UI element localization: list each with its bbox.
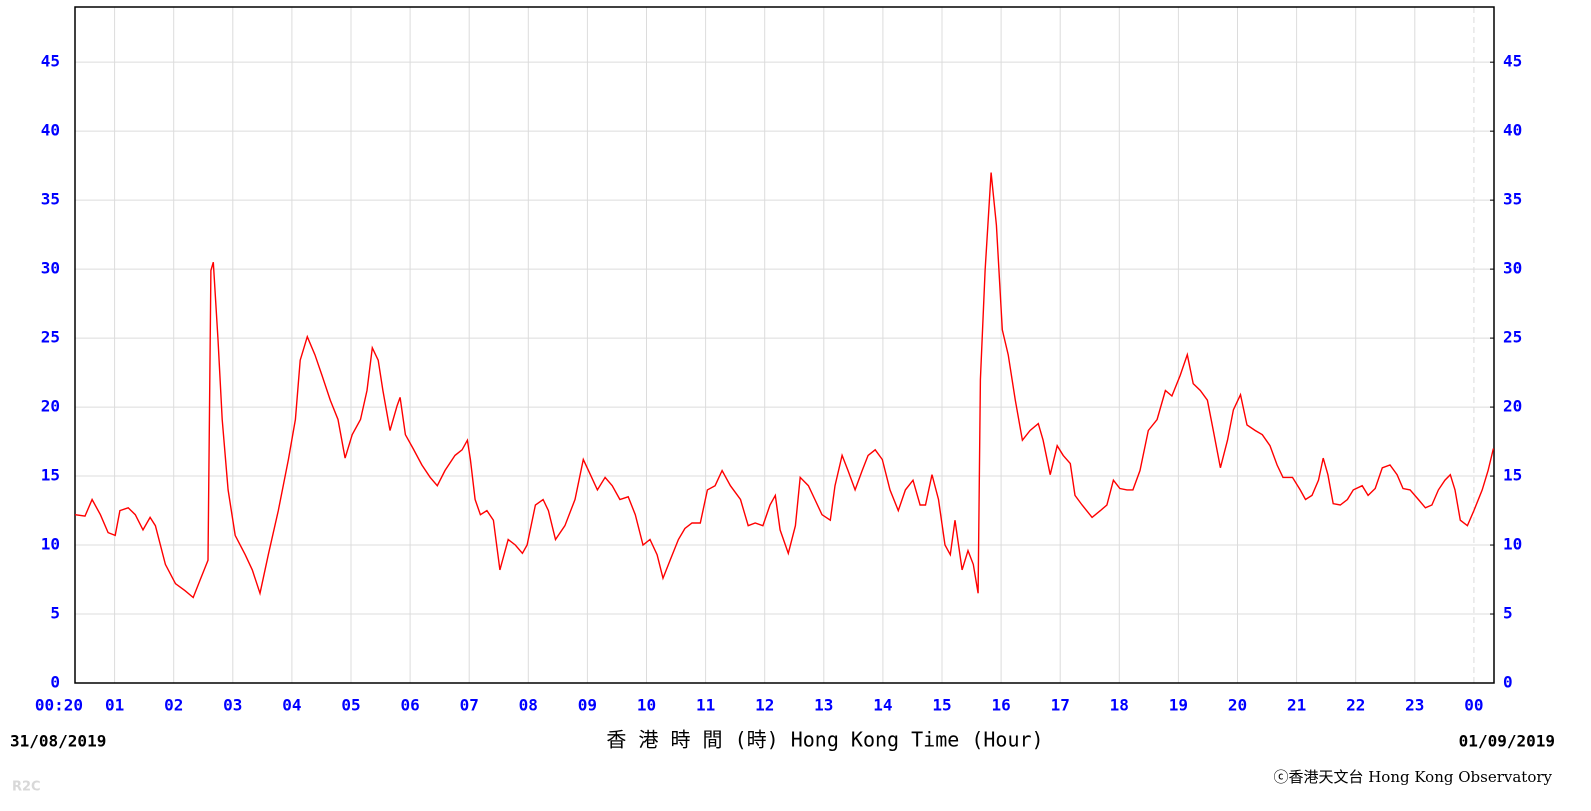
y2-tick-label: 0: [1503, 673, 1513, 692]
y2-tick-label: 10: [1503, 535, 1522, 554]
y2-tick-label: 5: [1503, 604, 1513, 623]
y2-tick-label: 45: [1503, 52, 1522, 71]
x-tick-label: 15: [932, 696, 951, 715]
y-tick-label: 45: [41, 52, 60, 71]
x-tick-label: 06: [400, 696, 419, 715]
x-tick-label: 03: [223, 696, 242, 715]
y-tick-label: 35: [41, 190, 60, 209]
data-line: [74, 172, 1495, 599]
y2-tick-label: 30: [1503, 259, 1522, 278]
y2-tick-label: 40: [1503, 121, 1522, 140]
x-tick-label: 11: [696, 696, 715, 715]
y2-tick-label: 25: [1503, 328, 1522, 347]
x-tick-label: 16: [991, 696, 1010, 715]
y2-tick-label: 20: [1503, 397, 1522, 416]
x-tick-label: 23: [1405, 696, 1424, 715]
x-tick-label: 08: [519, 696, 538, 715]
x-tick-label: 22: [1346, 696, 1365, 715]
plot-frame: [74, 6, 1495, 684]
x-tick-label: 18: [1110, 696, 1129, 715]
x-tick-label: 07: [460, 696, 479, 715]
x-tick-label: 09: [578, 696, 597, 715]
y-tick-label: 20: [41, 397, 60, 416]
x-tick-label: 00: [1464, 696, 1483, 715]
y2-tick-label: 35: [1503, 190, 1522, 209]
x-tick-label: 21: [1287, 696, 1306, 715]
end-date: 01/09/2019: [1459, 732, 1555, 751]
y-tick-label: 25: [41, 328, 60, 347]
y-tick-label: 0: [50, 673, 60, 692]
x-tick-label: 13: [814, 696, 833, 715]
x-tick-label: 12: [755, 696, 774, 715]
y-tick-label: 5: [50, 604, 60, 623]
y2-tick-label: 15: [1503, 466, 1522, 485]
x-tick-label: 05: [341, 696, 360, 715]
x-tick-label: 01: [105, 696, 124, 715]
y-tick-label: 15: [41, 466, 60, 485]
x-tick-label: 14: [873, 696, 892, 715]
y-tick-label: 30: [41, 259, 60, 278]
x-tick-label: 20: [1228, 696, 1247, 715]
x-tick-label: 02: [164, 696, 183, 715]
start-date: 31/08/2019: [10, 732, 106, 751]
x-axis-title: 香 港 時 間 (時) Hong Kong Time (Hour): [606, 728, 1043, 752]
x-tick-label: 19: [1169, 696, 1188, 715]
chart-code: R2C: [12, 780, 41, 795]
x-tick-label: 10: [637, 696, 656, 715]
x-tick-label: 17: [1051, 696, 1070, 715]
x-tick-label: 04: [282, 696, 301, 715]
y-tick-label: 40: [41, 121, 60, 140]
credit: ⓒ香港天文台 Hong Kong Observatory: [1273, 768, 1552, 786]
x-tick-label: 00:20: [35, 696, 83, 715]
y-tick-label: 10: [41, 535, 60, 554]
